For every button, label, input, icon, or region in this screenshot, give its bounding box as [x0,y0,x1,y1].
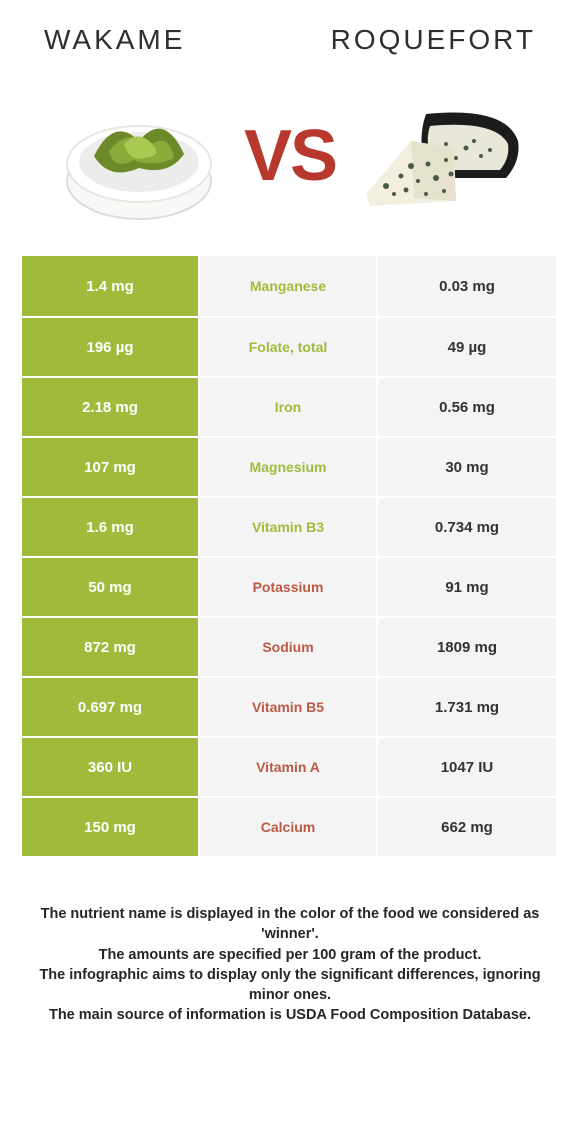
value-left: 1.6 mg [22,498,200,556]
nutrient-name: Sodium [200,618,378,676]
nutrient-table: 1.4 mgManganese0.03 mg196 µgFolate, tota… [22,256,558,856]
title-left: WAKAME [44,24,185,56]
nutrient-name: Iron [200,378,378,436]
footer-line: The main source of information is USDA F… [28,1005,552,1025]
table-row: 50 mgPotassium91 mg [22,556,558,616]
table-row: 1.4 mgManganese0.03 mg [22,256,558,316]
table-row: 872 mgSodium1809 mg [22,616,558,676]
title-right: ROQUEFORT [331,24,536,56]
value-right: 30 mg [378,438,556,496]
nutrient-name: Vitamin A [200,738,378,796]
value-left: 50 mg [22,558,200,616]
value-right: 0.734 mg [378,498,556,556]
footer-line: The infographic aims to display only the… [28,965,552,1006]
header: WAKAME ROQUEFORT [0,0,580,66]
value-left: 0.697 mg [22,678,200,736]
nutrient-name: Vitamin B5 [200,678,378,736]
value-left: 196 µg [22,318,200,376]
table-row: 1.6 mgVitamin B30.734 mg [22,496,558,556]
value-left: 1.4 mg [22,256,200,316]
nutrient-name: Vitamin B3 [200,498,378,556]
table-row: 360 IUVitamin A1047 IU [22,736,558,796]
table-row: 196 µgFolate, total49 µg [22,316,558,376]
value-left: 2.18 mg [22,378,200,436]
value-right: 0.56 mg [378,378,556,436]
vs-row: VS [0,66,580,256]
footer-line: The nutrient name is displayed in the co… [28,904,552,945]
value-right: 662 mg [378,798,556,856]
table-row: 107 mgMagnesium30 mg [22,436,558,496]
value-right: 1047 IU [378,738,556,796]
nutrient-name: Magnesium [200,438,378,496]
value-left: 150 mg [22,798,200,856]
nutrient-name: Folate, total [200,318,378,376]
table-row: 0.697 mgVitamin B51.731 mg [22,676,558,736]
value-right: 91 mg [378,558,556,616]
footer-notes: The nutrient name is displayed in the co… [28,904,552,1026]
nutrient-name: Calcium [200,798,378,856]
vs-label: VS [244,115,336,197]
value-right: 1.731 mg [378,678,556,736]
roquefort-image [356,86,526,226]
nutrient-name: Manganese [200,256,378,316]
value-right: 1809 mg [378,618,556,676]
value-right: 49 µg [378,318,556,376]
table-row: 2.18 mgIron0.56 mg [22,376,558,436]
nutrient-name: Potassium [200,558,378,616]
wakame-image [54,86,224,226]
table-row: 150 mgCalcium662 mg [22,796,558,856]
value-right: 0.03 mg [378,256,556,316]
value-left: 360 IU [22,738,200,796]
value-left: 107 mg [22,438,200,496]
footer-line: The amounts are specified per 100 gram o… [28,945,552,965]
value-left: 872 mg [22,618,200,676]
